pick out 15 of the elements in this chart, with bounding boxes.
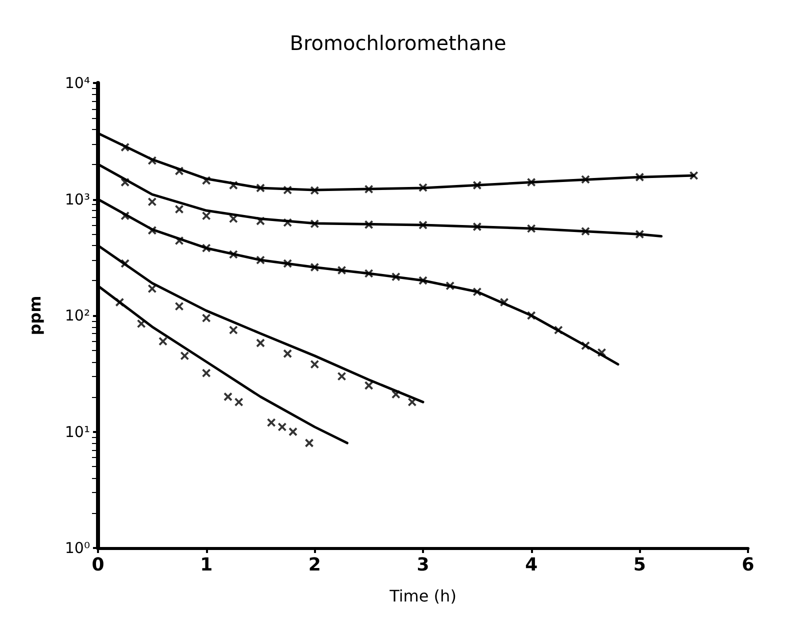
x-tick-label: 5 [633, 554, 646, 576]
x-tick-label: 4 [525, 554, 538, 576]
x-tick-label: 6 [742, 554, 754, 576]
y-tick-label: 10⁰ [64, 539, 90, 557]
x-tick-label: 3 [416, 554, 430, 576]
y-tick-label: 10³ [64, 190, 90, 208]
y-axis-title: ppm [26, 296, 44, 336]
x-tick-label: 1 [200, 554, 213, 576]
chart-title: Bromochloromethane [290, 31, 506, 55]
y-tick-label: 10² [64, 306, 90, 324]
x-tick-label: 0 [92, 554, 104, 576]
x-tick-label: 2 [308, 554, 321, 576]
y-tick-label: 10⁴ [64, 74, 90, 92]
x-axis-title: Time (h) [388, 586, 456, 606]
y-tick-label: 10¹ [64, 422, 90, 441]
